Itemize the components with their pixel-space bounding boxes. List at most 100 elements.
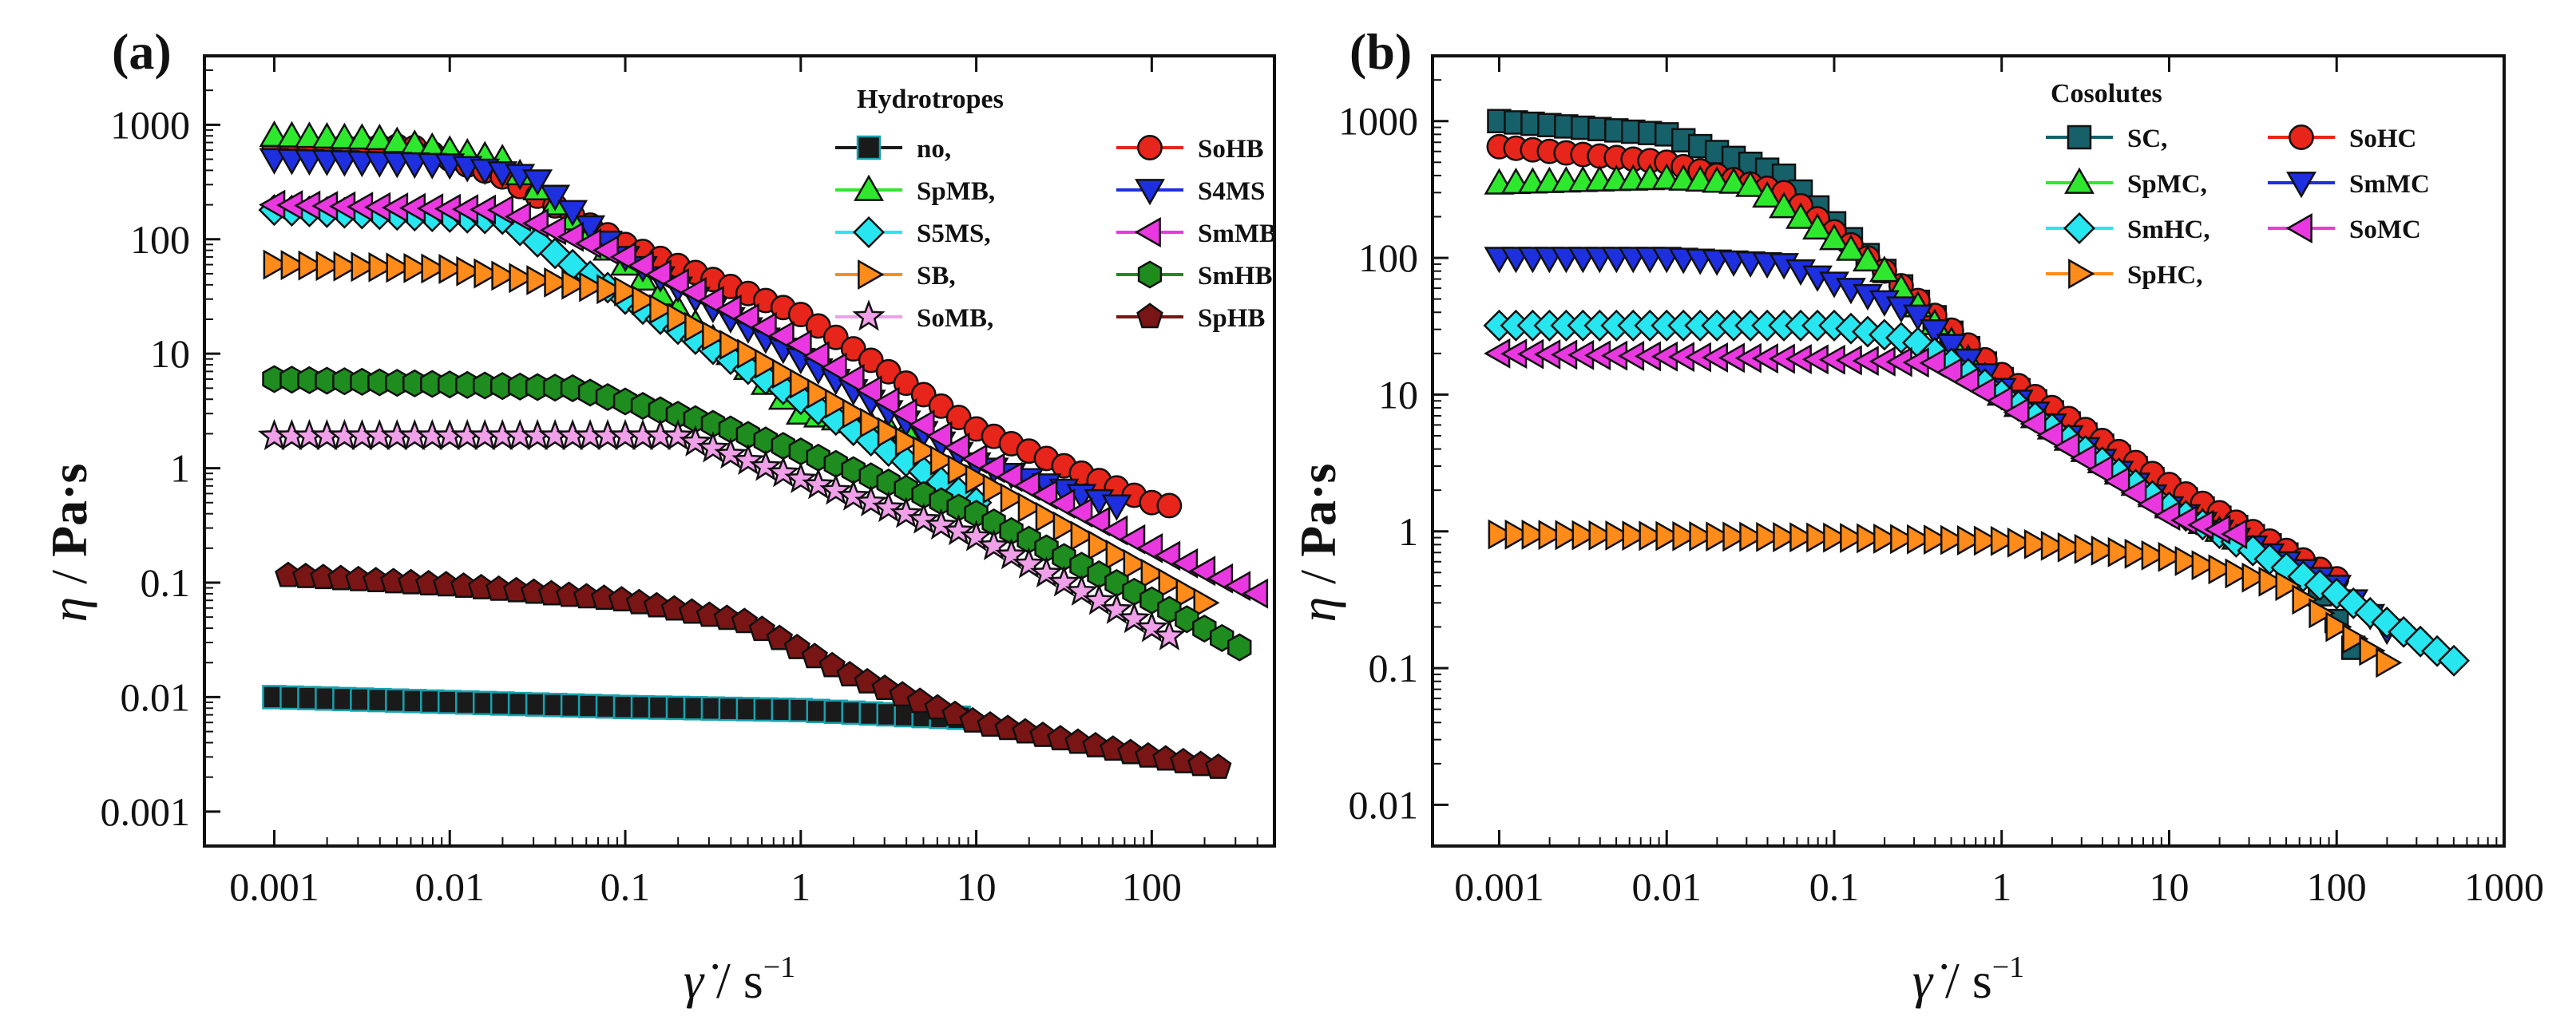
data-point: [978, 453, 1005, 484]
data-point: [1012, 547, 1046, 579]
data-point: [2174, 546, 2201, 576]
legend-item: SoMB,: [835, 299, 993, 333]
data-point: [614, 276, 641, 307]
data-point: [2087, 454, 2114, 485]
x-axis-exp-b: −1: [1992, 951, 2024, 984]
data-point: [2304, 569, 2336, 602]
data-point: [873, 386, 900, 417]
data-point: [1152, 619, 1187, 650]
data-point: [1752, 180, 1783, 208]
data-point: [875, 358, 902, 385]
series-SoMB: [257, 418, 1187, 650]
legend-marker: [853, 216, 885, 248]
series-SoMC: [1484, 338, 2248, 550]
legend-label: SmHC,: [2127, 215, 2210, 244]
data-point: [1890, 524, 1917, 555]
ticks-b: 0.001 0.01 0.1 1 10 100 1000 0.01 0.1 1 10 100 1000: [1338, 55, 2544, 909]
data-point: [819, 473, 853, 505]
data-point: [474, 258, 501, 289]
legend-item: SmMC: [2268, 170, 2430, 199]
data-point: [1100, 592, 1134, 624]
data-point: [838, 363, 865, 394]
data-point: [1605, 520, 1632, 551]
data-point: [912, 436, 939, 467]
series-no: [262, 685, 971, 730]
data-point: [910, 382, 937, 408]
data-point: [755, 348, 782, 379]
data-point: [996, 461, 1023, 492]
series-SmHB: [262, 365, 1252, 662]
y-tick-label: 100: [130, 217, 190, 262]
data-point: [1088, 530, 1115, 561]
legend-marker: [2286, 172, 2316, 199]
data-point: [941, 513, 976, 546]
data-point: [1973, 525, 2001, 556]
x-axis-exp-a: −1: [763, 951, 795, 984]
series-SmMB: [259, 189, 1269, 609]
panel-label-b: (b): [1349, 23, 1412, 80]
data-point: [945, 405, 972, 431]
data-point: [924, 508, 958, 540]
panel-label-a: (a): [112, 23, 172, 80]
legend-label: SoHC: [2349, 125, 2416, 153]
data-point: [2221, 519, 2248, 550]
y-axis-label-b: η / Pa·s: [1290, 464, 1346, 623]
data-point: [1047, 565, 1081, 597]
data-point: [627, 251, 654, 281]
data-point: [661, 418, 695, 451]
data-point: [2292, 584, 2319, 615]
data-point: [1017, 492, 1044, 523]
data-point: [908, 409, 935, 441]
legend-b: Cosolutes SC, SoHC SpMC, SmMC SmHC, SoMC SpHC,: [2046, 79, 2430, 290]
data-point: [557, 200, 589, 227]
legend-marker: [854, 174, 884, 201]
panel-a: (a) 0.001 0.01 0.1 1 10 100 0.001 0.01 0.1 1 10 100…: [41, 23, 1277, 1009]
legend-label: no,: [917, 135, 951, 164]
data-point: [667, 302, 694, 334]
data-point: [1873, 523, 1900, 554]
y-axis-label-a: η / Pa·s: [41, 464, 97, 623]
data-point: [893, 370, 919, 397]
data-point: [368, 251, 395, 283]
data-point: [890, 397, 917, 429]
data-point: [787, 302, 814, 328]
data-point: [2359, 635, 2386, 666]
data-point: [994, 538, 1028, 570]
data-point: [1140, 558, 1167, 589]
x-tick-label: 1: [791, 864, 810, 909]
data-point: [351, 251, 378, 283]
legend-marker: [1136, 302, 1163, 329]
data-point: [315, 251, 343, 282]
data-point: [1488, 519, 1515, 550]
legend-item: SB,: [835, 259, 956, 291]
data-point: [977, 528, 1011, 560]
data-point: [1156, 492, 1183, 519]
data-point: [1105, 540, 1132, 570]
data-point: [1990, 525, 2018, 556]
legend-item: SmHB: [1116, 260, 1273, 291]
data-point: [2191, 550, 2218, 581]
data-point: [731, 443, 765, 475]
data-point: [737, 338, 764, 370]
data-point: [540, 184, 571, 212]
data-point: [702, 321, 729, 351]
data-point: [579, 271, 606, 302]
data-point: [2308, 598, 2336, 629]
data-point: [1919, 318, 1950, 346]
data-point: [1555, 520, 1582, 551]
data-point: [1956, 525, 1984, 556]
data-point: [2388, 615, 2420, 648]
data-point: [1588, 520, 1615, 551]
data-point: [1538, 520, 1565, 551]
legend-label: SpMB,: [917, 177, 995, 206]
x-tick-label: 0.001: [229, 864, 319, 909]
data-point: [1000, 483, 1027, 514]
data-point: [1722, 521, 1750, 552]
data-point: [438, 254, 466, 284]
data-point: [2438, 644, 2471, 677]
y-axis-symbol-b: η: [1290, 597, 1346, 623]
x-tick-label: 100: [2307, 864, 2367, 909]
x-tick-label: 10: [2149, 864, 2189, 909]
data-point: [2258, 566, 2285, 597]
x-tick-label: 1000: [2464, 864, 2544, 909]
